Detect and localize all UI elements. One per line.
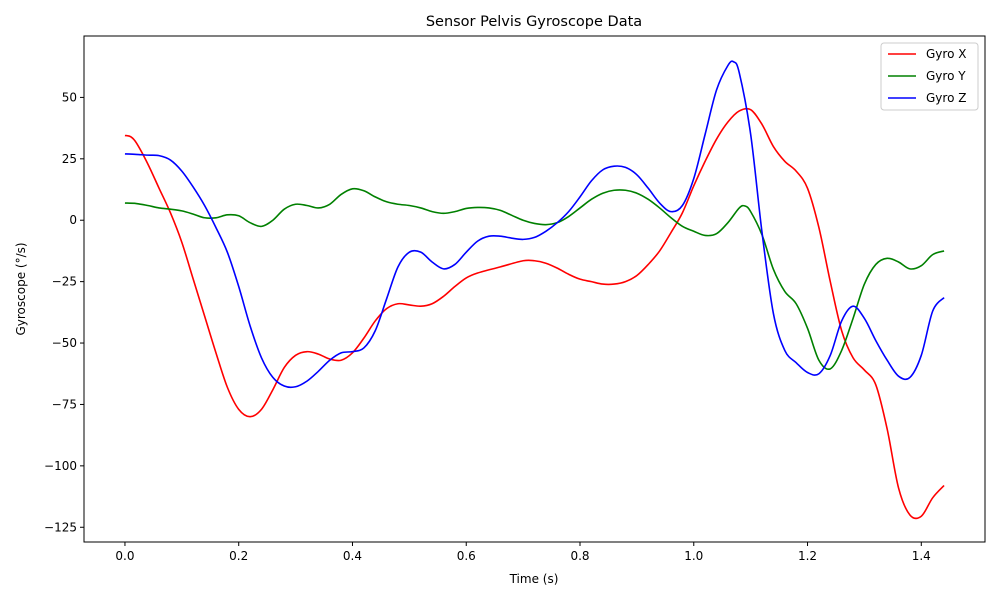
y-tick-label: 0 bbox=[69, 213, 77, 227]
chart-title: Sensor Pelvis Gyroscope Data bbox=[426, 14, 642, 30]
y-tick-label: −125 bbox=[44, 520, 77, 534]
y-axis-ticks: 50 25 0 −25 −50 −75 −100 −125 bbox=[44, 90, 84, 534]
y-tick-label: −50 bbox=[52, 336, 77, 350]
legend: Gyro X Gyro Y Gyro Z bbox=[880, 42, 979, 111]
x-tick-label: 0.4 bbox=[343, 549, 362, 563]
y-axis-label: Gyroscope (°/s) bbox=[14, 242, 28, 335]
plot-frame bbox=[83, 35, 986, 543]
y-tick-label: −25 bbox=[52, 275, 77, 289]
y-tick-label: 50 bbox=[62, 90, 77, 104]
series-line-gyro-x bbox=[124, 107, 945, 520]
x-tick-label: 1.2 bbox=[798, 549, 817, 563]
x-axis-ticks: 0.0 0.2 0.4 0.6 0.8 1.0 1.2 1.4 bbox=[115, 542, 931, 563]
legend-label-gyro-z: Gyro Z bbox=[926, 91, 966, 105]
legend-box bbox=[880, 42, 979, 111]
x-tick-label: 0.0 bbox=[115, 549, 134, 563]
x-tick-label: 0.6 bbox=[457, 549, 476, 563]
x-tick-label: 0.2 bbox=[229, 549, 248, 563]
x-tick-label: 1.4 bbox=[912, 549, 931, 563]
legend-label-gyro-y: Gyro Y bbox=[926, 69, 966, 83]
series-lines bbox=[124, 60, 945, 520]
y-tick-label: 25 bbox=[62, 152, 77, 166]
x-axis-label: Time (s) bbox=[509, 572, 559, 586]
y-tick-label: −75 bbox=[52, 397, 77, 411]
legend-label-gyro-x: Gyro X bbox=[926, 47, 966, 61]
y-tick-label: −100 bbox=[44, 459, 77, 473]
x-tick-label: 0.8 bbox=[570, 549, 589, 563]
series-line-gyro-z bbox=[124, 60, 945, 389]
plot-area bbox=[83, 35, 986, 543]
x-tick-label: 1.0 bbox=[684, 549, 703, 563]
series-line-gyro-y bbox=[124, 187, 945, 371]
